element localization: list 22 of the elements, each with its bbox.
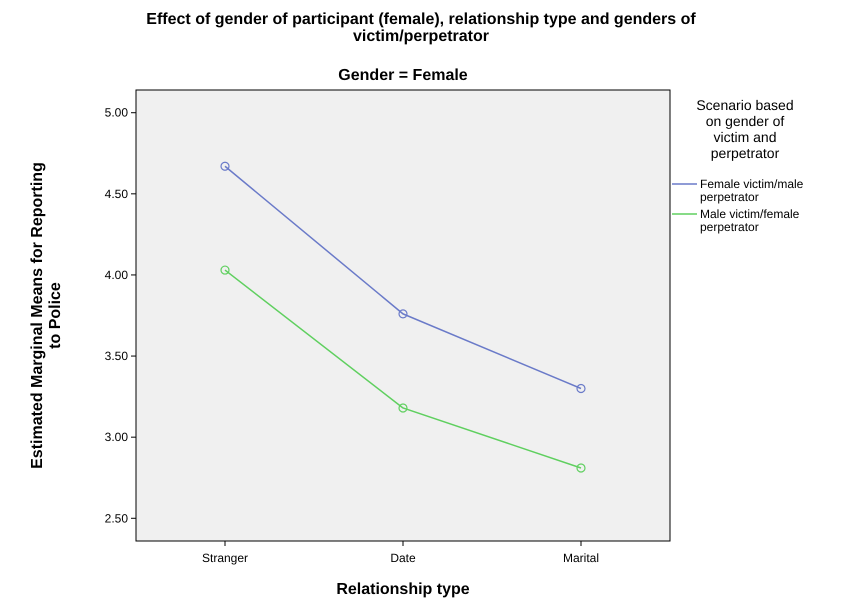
point [220, 162, 230, 171]
y-tick-label: 4.00 [104, 268, 128, 282]
x-tick-label: Marital [562, 551, 600, 565]
point [398, 309, 408, 318]
point [398, 403, 408, 413]
point [220, 265, 230, 275]
chart-title: Effect of gender of participant (female), relationship type and genders of victim/perpetrator [146, 11, 696, 45]
x-tick-label: Stranger [202, 551, 248, 565]
y-tick-label: 4.50 [104, 186, 128, 201]
legend-label: Female victim/male perpetrator [700, 177, 804, 204]
legend-title: Scenario based on gender of victim and perpetrator [696, 97, 794, 161]
y-tick-label: 2.50 [104, 511, 128, 526]
y-tick-label: 5.00 [104, 106, 128, 120]
y-tick-label: 3.50 [104, 349, 128, 364]
point [576, 384, 586, 394]
x-axis-title: Relationship type [336, 581, 470, 598]
chart-subtitle: Gender = Female [338, 67, 468, 84]
point [576, 463, 586, 473]
y-tick-label: 3.00 [104, 430, 128, 444]
x-tick-label: Date [390, 551, 416, 565]
y-axis-title: Estimated Marginal Means for Reporting to Police [29, 162, 64, 469]
legend-label: Male victim/female perpetrator [700, 207, 800, 234]
